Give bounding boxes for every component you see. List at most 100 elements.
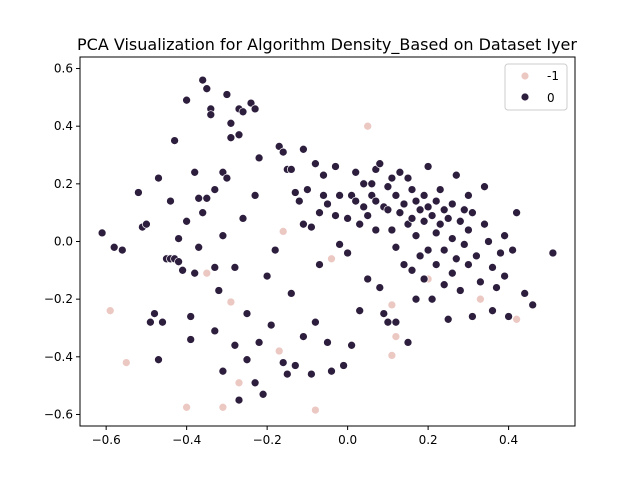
scatter-point-zero-121 [391, 317, 401, 327]
scatter-point-zero-3 [134, 188, 143, 197]
scatter-point-zero-42 [226, 118, 236, 128]
scatter-point-zero-108 [371, 196, 381, 206]
scatter-point-zero-183 [520, 289, 530, 298]
scatter-point-zero-64 [278, 147, 288, 157]
scatter-point-minus-one-12 [387, 351, 397, 360]
scatter-point-zero-55 [250, 191, 260, 200]
scatter-point-zero-24 [190, 268, 200, 278]
scatter-point-zero-96 [347, 340, 356, 350]
scatter-point-minus-one-8 [274, 346, 284, 356]
scatter-point-zero-133 [411, 231, 421, 241]
scatter-point-zero-59 [258, 389, 268, 399]
scatter-point-minus-one-4 [311, 405, 320, 415]
scatter-point-zero-28 [198, 208, 208, 218]
scatter-point-zero-118 [387, 225, 397, 235]
scatter-point-zero-61 [266, 320, 276, 330]
scatter-point-zero-27 [198, 75, 208, 85]
scatter-point-zero-23 [190, 167, 200, 177]
scatter-point-zero-18 [178, 265, 187, 275]
scatter-point-zero-170 [476, 277, 485, 287]
scatter-point-zero-43 [226, 133, 236, 143]
scatter-point-zero-176 [492, 283, 501, 292]
y-tick-label: −0.6 [44, 407, 73, 421]
scatter-point-zero-181 [508, 245, 517, 255]
scatter-point-zero-69 [286, 289, 296, 298]
scatter-point-zero-35 [210, 326, 220, 336]
scatter-point-minus-one-17 [226, 297, 236, 307]
scatter-point-zero-148 [435, 185, 445, 194]
scatter-point-zero-155 [447, 199, 457, 209]
y-tick-label: 0.6 [54, 62, 73, 76]
x-tick-label: 0.2 [419, 433, 438, 447]
scatter-point-minus-one-9 [327, 254, 336, 264]
y-tick-label: −0.2 [44, 292, 73, 306]
scatter-point-zero-93 [343, 214, 352, 223]
scatter-point-zero-160 [455, 216, 465, 226]
scatter-point-zero-82 [315, 260, 324, 269]
y-tick-label: 0.4 [54, 119, 73, 133]
scatter-point-zero-17 [174, 257, 183, 267]
scatter-point-zero-5 [142, 219, 151, 229]
scatter-point-zero-12 [166, 196, 175, 206]
scatter-point-zero-62 [270, 245, 280, 255]
scatter-point-zero-19 [182, 95, 191, 105]
legend-label-zero: 0 [547, 91, 555, 105]
scatter-point-zero-58 [254, 338, 264, 347]
scatter-point-zero-163 [459, 240, 469, 249]
y-axis: −0.6 −0.4 −0.2 0.0 0.2 0.4 0.6 [44, 62, 80, 421]
scatter-point-minus-one-15 [512, 314, 521, 324]
scatter-point-zero-137 [419, 191, 429, 200]
scatter-point-zero-92 [339, 361, 348, 370]
scatter-point-zero-132 [411, 196, 421, 206]
scatter-point-zero-164 [464, 191, 473, 200]
scatter-point-zero-21 [186, 312, 196, 321]
scatter-point-zero-41 [222, 173, 232, 183]
scatter-point-zero-128 [403, 338, 413, 347]
scatter-point-zero-123 [395, 208, 405, 218]
scatter-point-zero-10 [158, 317, 167, 327]
scatter-point-zero-158 [451, 170, 461, 180]
scatter-point-zero-80 [311, 317, 320, 327]
scatter-point-minus-one-7 [234, 378, 244, 388]
scatter-point-zero-110 [375, 159, 385, 169]
scatter-point-zero-126 [403, 173, 413, 183]
scatter-point-zero-86 [323, 338, 332, 347]
scatter-point-zero-51 [242, 309, 252, 318]
scatter-point-minus-one-5 [202, 268, 212, 278]
scatter-point-zero-15 [170, 136, 179, 145]
scatter-point-zero-68 [286, 165, 296, 174]
scatter-point-zero-79 [311, 159, 320, 169]
scatter-point-zero-125 [399, 260, 409, 269]
scatter-point-zero-165 [464, 225, 473, 235]
scatter-point-zero-147 [431, 260, 441, 269]
scatter-point-zero-134 [411, 294, 421, 304]
scatter-point-zero-87 [327, 366, 336, 376]
scatter-point-zero-130 [407, 214, 417, 223]
scatter-point-zero-81 [315, 208, 324, 218]
scatter-point-zero-16 [174, 234, 183, 243]
scatter-point-zero-88 [331, 162, 340, 171]
scatter-point-zero-76 [303, 185, 312, 194]
scatter-point-zero-97 [351, 167, 361, 177]
scatter-point-zero-168 [468, 312, 477, 321]
scatter-point-zero-1 [109, 242, 119, 252]
scatter-point-zero-34 [210, 263, 220, 272]
scatter-point-zero-116 [383, 317, 393, 327]
scatter-point-zero-84 [319, 191, 328, 200]
x-tick-label: 0.4 [499, 433, 518, 447]
scatter-point-zero-177 [496, 248, 505, 258]
scatter-point-zero-83 [319, 170, 328, 180]
scatter-point-zero-91 [335, 240, 344, 249]
scatter-point-zero-38 [218, 231, 228, 241]
scatter-point-zero-77 [307, 222, 316, 232]
legend: -1 0 [504, 63, 568, 111]
scatter-point-zero-145 [431, 196, 441, 206]
scatter-point-zero-7 [150, 309, 159, 318]
y-tick-label: −0.4 [44, 350, 73, 364]
scatter-point-minus-one-10 [363, 121, 373, 131]
scatter-point-zero-45 [230, 340, 240, 350]
scatter-point-zero-70 [290, 188, 300, 197]
scatter-point-zero-40 [222, 90, 232, 99]
scatter-point-zero-39 [218, 366, 228, 376]
scatter-point-zero-135 [415, 205, 425, 215]
